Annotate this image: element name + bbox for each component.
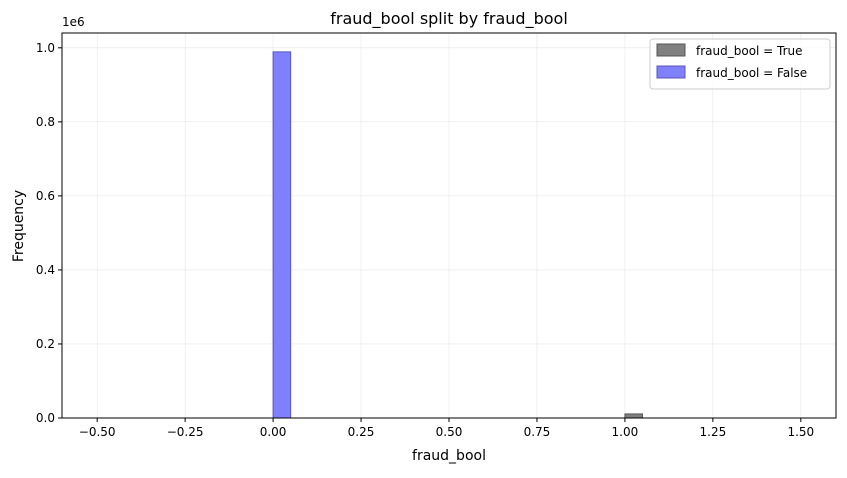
y-tick-label-3: 0.6 xyxy=(36,189,55,203)
legend-label-true: fraud_bool = True xyxy=(696,44,803,58)
x-tick-label-8: 1.50 xyxy=(787,425,814,439)
y-tick-label-0: 0.0 xyxy=(36,411,55,425)
chart-title: fraud_bool split by fraud_bool xyxy=(330,9,568,29)
x-tick-label-0: −0.50 xyxy=(79,425,116,439)
y-tick-label-2: 0.4 xyxy=(36,263,55,277)
x-tick-label-5: 0.75 xyxy=(524,425,551,439)
x-tick-label-7: 1.25 xyxy=(700,425,727,439)
x-tick-label-4: 0.50 xyxy=(436,425,463,439)
x-tick-label-2: 0.00 xyxy=(260,425,287,439)
x-tick-label-1: −0.25 xyxy=(167,425,204,439)
y-tick-label-5: 1.0 xyxy=(36,41,55,55)
grid-lines xyxy=(62,33,836,419)
x-axis-ticks: −0.50 −0.25 0.00 0.25 0.50 0.75 1.00 1.25 1.50 xyxy=(79,418,814,439)
legend-box xyxy=(649,38,831,90)
bar-series-0-bin-0 xyxy=(624,413,644,419)
y-tick-label-4: 0.8 xyxy=(36,115,55,129)
legend: fraud_bool = True fraud_bool = False xyxy=(649,38,831,90)
legend-label-false: fraud_bool = False xyxy=(696,66,807,80)
x-tick-label-6: 1.00 xyxy=(612,425,639,439)
x-tick-label-3: 0.25 xyxy=(348,425,375,439)
legend-swatch-true xyxy=(656,43,686,57)
bar-series-1-bin-0 xyxy=(272,51,292,419)
bars xyxy=(272,51,644,419)
y-axis-ticks: 0.0 0.2 0.4 0.6 0.8 1.0 xyxy=(36,41,62,425)
y-tick-label-1: 0.2 xyxy=(36,337,55,351)
y-axis-title: Frequency xyxy=(11,190,27,262)
x-axis-title: fraud_bool xyxy=(412,448,486,464)
y-offset-label: 1e6 xyxy=(62,15,85,29)
legend-swatch-false xyxy=(656,65,686,79)
